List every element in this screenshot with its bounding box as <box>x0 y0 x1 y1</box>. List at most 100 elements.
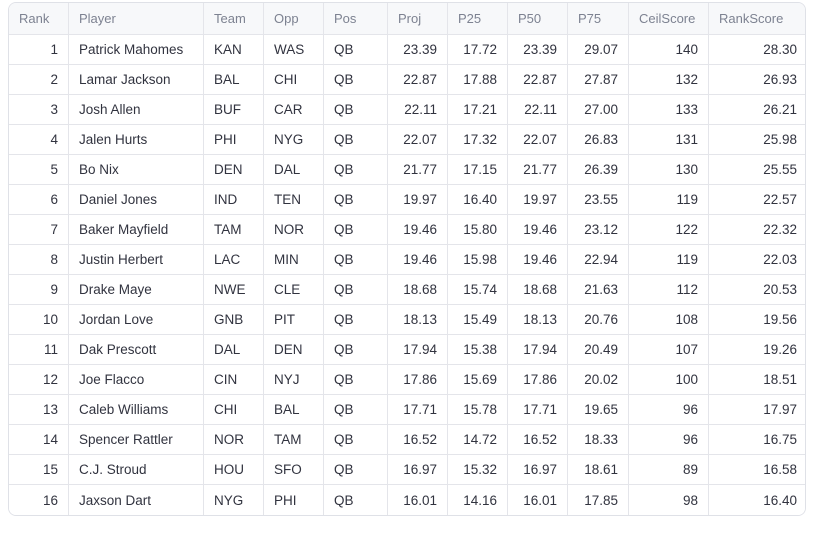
cell-pos[interactable]: QB <box>324 35 388 65</box>
cell-proj[interactable]: 19.97 <box>388 185 448 215</box>
column-header-rank[interactable]: Rank <box>9 3 69 35</box>
cell-rank[interactable]: 9 <box>9 275 69 305</box>
cell-opp[interactable]: TEN <box>264 185 324 215</box>
cell-rank[interactable]: 10 <box>9 305 69 335</box>
cell-team[interactable]: CIN <box>204 365 264 395</box>
cell-team[interactable]: TAM <box>204 215 264 245</box>
cell-p75[interactable]: 22.94 <box>568 245 629 275</box>
cell-team[interactable]: BAL <box>204 65 264 95</box>
cell-rankscore[interactable]: 20.53 <box>709 275 805 305</box>
cell-proj[interactable]: 23.39 <box>388 35 448 65</box>
cell-p50[interactable]: 22.07 <box>508 125 568 155</box>
cell-rankscore[interactable]: 16.40 <box>709 485 805 515</box>
cell-player[interactable]: Caleb Williams <box>69 395 204 425</box>
cell-ceilscore[interactable]: 122 <box>629 215 709 245</box>
cell-player[interactable]: Bo Nix <box>69 155 204 185</box>
cell-player[interactable]: Dak Prescott <box>69 335 204 365</box>
cell-pos[interactable]: QB <box>324 425 388 455</box>
cell-p75[interactable]: 23.12 <box>568 215 629 245</box>
cell-proj[interactable]: 17.71 <box>388 395 448 425</box>
cell-player[interactable]: Daniel Jones <box>69 185 204 215</box>
cell-proj[interactable]: 22.87 <box>388 65 448 95</box>
cell-p25[interactable]: 16.40 <box>448 185 508 215</box>
cell-p25[interactable]: 17.32 <box>448 125 508 155</box>
cell-p25[interactable]: 15.69 <box>448 365 508 395</box>
cell-ceilscore[interactable]: 112 <box>629 275 709 305</box>
cell-proj[interactable]: 16.01 <box>388 485 448 515</box>
cell-p25[interactable]: 15.38 <box>448 335 508 365</box>
cell-ceilscore[interactable]: 131 <box>629 125 709 155</box>
cell-p50[interactable]: 22.87 <box>508 65 568 95</box>
cell-p75[interactable]: 23.55 <box>568 185 629 215</box>
cell-opp[interactable]: NYG <box>264 125 324 155</box>
cell-player[interactable]: Joe Flacco <box>69 365 204 395</box>
cell-p25[interactable]: 17.88 <box>448 65 508 95</box>
cell-p25[interactable]: 14.72 <box>448 425 508 455</box>
cell-p25[interactable]: 15.98 <box>448 245 508 275</box>
cell-p75[interactable]: 26.39 <box>568 155 629 185</box>
cell-rankscore[interactable]: 25.98 <box>709 125 805 155</box>
cell-p50[interactable]: 17.71 <box>508 395 568 425</box>
column-header-p75[interactable]: P75 <box>568 3 629 35</box>
cell-p50[interactable]: 16.01 <box>508 485 568 515</box>
cell-pos[interactable]: QB <box>324 305 388 335</box>
cell-p50[interactable]: 19.97 <box>508 185 568 215</box>
cell-p50[interactable]: 18.68 <box>508 275 568 305</box>
cell-pos[interactable]: QB <box>324 125 388 155</box>
column-header-player[interactable]: Player <box>69 3 204 35</box>
cell-rank[interactable]: 6 <box>9 185 69 215</box>
cell-p75[interactable]: 19.65 <box>568 395 629 425</box>
cell-rankscore[interactable]: 22.03 <box>709 245 805 275</box>
cell-pos[interactable]: QB <box>324 485 388 515</box>
cell-opp[interactable]: DAL <box>264 155 324 185</box>
cell-rankscore[interactable]: 18.51 <box>709 365 805 395</box>
cell-p75[interactable]: 26.83 <box>568 125 629 155</box>
cell-p25[interactable]: 17.15 <box>448 155 508 185</box>
cell-p25[interactable]: 15.32 <box>448 455 508 485</box>
cell-p75[interactable]: 20.02 <box>568 365 629 395</box>
cell-proj[interactable]: 18.68 <box>388 275 448 305</box>
cell-p75[interactable]: 27.87 <box>568 65 629 95</box>
cell-opp[interactable]: CHI <box>264 65 324 95</box>
cell-rank[interactable]: 8 <box>9 245 69 275</box>
cell-rank[interactable]: 11 <box>9 335 69 365</box>
cell-rank[interactable]: 16 <box>9 485 69 515</box>
cell-opp[interactable]: PHI <box>264 485 324 515</box>
cell-player[interactable]: Spencer Rattler <box>69 425 204 455</box>
cell-p50[interactable]: 19.46 <box>508 245 568 275</box>
cell-rankscore[interactable]: 19.26 <box>709 335 805 365</box>
cell-team[interactable]: BUF <box>204 95 264 125</box>
cell-pos[interactable]: QB <box>324 275 388 305</box>
column-header-ceilscore[interactable]: CeilScore <box>629 3 709 35</box>
cell-rankscore[interactable]: 22.32 <box>709 215 805 245</box>
cell-pos[interactable]: QB <box>324 455 388 485</box>
cell-opp[interactable]: MIN <box>264 245 324 275</box>
cell-p25[interactable]: 14.16 <box>448 485 508 515</box>
column-header-team[interactable]: Team <box>204 3 264 35</box>
cell-rankscore[interactable]: 22.57 <box>709 185 805 215</box>
cell-rankscore[interactable]: 17.97 <box>709 395 805 425</box>
cell-p50[interactable]: 22.11 <box>508 95 568 125</box>
cell-p75[interactable]: 29.07 <box>568 35 629 65</box>
cell-p75[interactable]: 20.49 <box>568 335 629 365</box>
cell-opp[interactable]: TAM <box>264 425 324 455</box>
cell-p25[interactable]: 15.74 <box>448 275 508 305</box>
cell-rank[interactable]: 4 <box>9 125 69 155</box>
cell-ceilscore[interactable]: 107 <box>629 335 709 365</box>
cell-rank[interactable]: 15 <box>9 455 69 485</box>
cell-opp[interactable]: SFO <box>264 455 324 485</box>
cell-ceilscore[interactable]: 140 <box>629 35 709 65</box>
cell-p50[interactable]: 17.94 <box>508 335 568 365</box>
cell-ceilscore[interactable]: 108 <box>629 305 709 335</box>
cell-rankscore[interactable]: 25.55 <box>709 155 805 185</box>
cell-team[interactable]: DEN <box>204 155 264 185</box>
column-header-rankscore[interactable]: RankScore <box>709 3 805 35</box>
cell-rank[interactable]: 13 <box>9 395 69 425</box>
cell-p75[interactable]: 21.63 <box>568 275 629 305</box>
cell-opp[interactable]: CLE <box>264 275 324 305</box>
cell-rank[interactable]: 7 <box>9 215 69 245</box>
cell-team[interactable]: KAN <box>204 35 264 65</box>
cell-rank[interactable]: 1 <box>9 35 69 65</box>
cell-rankscore[interactable]: 26.21 <box>709 95 805 125</box>
cell-proj[interactable]: 16.52 <box>388 425 448 455</box>
